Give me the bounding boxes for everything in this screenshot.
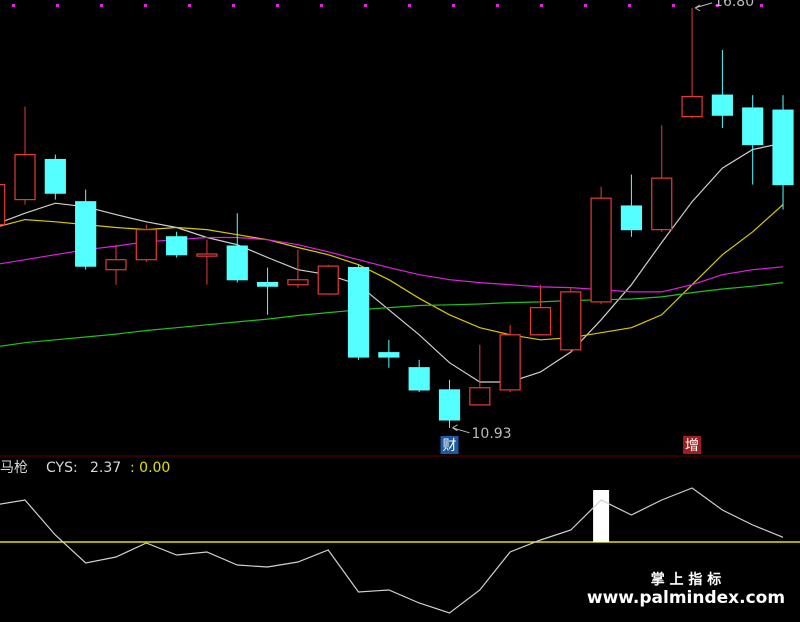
- moving-average: [0, 142, 784, 383]
- candle-body: [742, 107, 764, 146]
- candle-body: [75, 201, 97, 267]
- candle-body: [620, 205, 643, 231]
- candle-body: [499, 334, 521, 391]
- candle-body: [317, 265, 339, 295]
- candle-body: [378, 352, 400, 358]
- candle-body: [105, 259, 127, 271]
- reference-label: : 0.00: [130, 460, 170, 476]
- candle-body: [347, 266, 370, 358]
- candle-body: [681, 95, 703, 118]
- top-dot: [56, 4, 59, 7]
- label-arrow: [452, 424, 470, 434]
- candle-body: [560, 291, 582, 351]
- watermark-title: 掌 上 指 标: [651, 571, 722, 588]
- extreme-label: 10.93: [472, 426, 512, 442]
- top-dot: [760, 4, 763, 7]
- indicator-line: [0, 487, 784, 614]
- candle-body: [590, 197, 612, 303]
- marker: 增: [685, 438, 699, 454]
- top-dot: [364, 4, 367, 7]
- top-dot: [232, 4, 235, 7]
- candle-body: [0, 183, 6, 226]
- candle-body: [135, 229, 157, 261]
- top-dot: [188, 4, 191, 7]
- candle-body: [469, 387, 491, 406]
- top-dot: [628, 4, 631, 7]
- candle-body: [256, 281, 279, 287]
- top-dot: [408, 4, 411, 7]
- top-dot: [100, 4, 103, 7]
- candle-body: [44, 158, 66, 194]
- marker-bg: [683, 436, 702, 454]
- marker: 财: [443, 438, 457, 454]
- candle-body: [438, 389, 461, 421]
- top-dot: [496, 4, 499, 7]
- indicator-title: 马枪: [0, 459, 28, 476]
- candle-body: [529, 307, 552, 336]
- candle-body: [287, 279, 309, 286]
- top-dot: [584, 4, 587, 7]
- marker-bg: [440, 436, 459, 454]
- top-dot: [12, 4, 15, 7]
- moving-average: [0, 282, 784, 347]
- label-arrow: [694, 2, 713, 12]
- candle-body: [196, 253, 218, 257]
- moving-average: [0, 204, 784, 341]
- series-name: CYS:: [46, 460, 78, 476]
- top-dot: [716, 4, 719, 7]
- top-dot: [452, 4, 455, 7]
- extreme-label: 16.80: [714, 0, 754, 10]
- candle-body: [772, 109, 794, 186]
- top-dot: [320, 4, 323, 7]
- candle-body: [408, 367, 430, 391]
- candle-body: [226, 245, 248, 281]
- top-dot: [276, 4, 279, 7]
- series-value: 2.37: [90, 460, 121, 476]
- signal-bar: [593, 490, 610, 542]
- watermark-url: www.palmindex.com: [587, 588, 785, 608]
- candle-body: [651, 177, 673, 231]
- candle-body: [166, 236, 188, 256]
- candle-body: [14, 153, 36, 201]
- top-dot: [144, 4, 147, 7]
- top-dot: [540, 4, 543, 7]
- top-dot: [672, 4, 675, 7]
- candle-body: [711, 94, 733, 116]
- moving-average: [0, 236, 784, 293]
